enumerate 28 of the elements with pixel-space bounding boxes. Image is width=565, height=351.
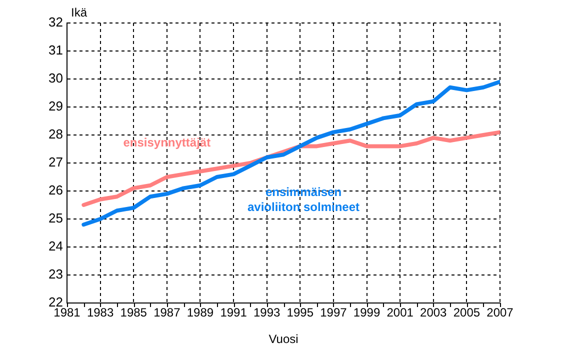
x-tick-label: 1981 xyxy=(54,306,81,320)
x-tick-label: 1991 xyxy=(220,306,248,320)
x-axis-title: Vuosi xyxy=(268,332,298,346)
x-tick-label: 2001 xyxy=(386,306,414,320)
y-tick-label: 26 xyxy=(48,182,63,198)
y-tick-label: 32 xyxy=(48,14,63,30)
series-label: ensimmäisen avioliiton solmineet xyxy=(247,184,360,214)
series-label: ensisynnyttäjät xyxy=(123,135,211,150)
y-tick-label: 27 xyxy=(48,154,63,170)
y-tick-label: 30 xyxy=(48,70,63,86)
x-tick-label: 1999 xyxy=(353,306,380,320)
x-tick-label: 1995 xyxy=(286,306,314,320)
x-tick-label: 1983 xyxy=(86,306,114,320)
y-tick-label: 23 xyxy=(48,266,63,282)
y-tick-label: 24 xyxy=(48,238,63,254)
x-tick-label: 1997 xyxy=(320,306,348,320)
x-tick-label: 2003 xyxy=(420,306,448,320)
y-tick-label: 29 xyxy=(48,98,63,114)
y-axis-title: Ikä xyxy=(71,5,88,20)
y-tick-label: 31 xyxy=(48,42,63,58)
x-tick-label: 2007 xyxy=(486,306,514,320)
x-tick-label: 1993 xyxy=(253,306,281,320)
x-tick-label: 1987 xyxy=(154,306,181,320)
y-tick-label: 28 xyxy=(48,126,63,142)
x-tick-label: 1985 xyxy=(120,306,148,320)
x-tick-label: 1989 xyxy=(186,306,214,320)
y-tick-label: 25 xyxy=(48,210,63,226)
x-tick-label: 2005 xyxy=(453,306,480,320)
